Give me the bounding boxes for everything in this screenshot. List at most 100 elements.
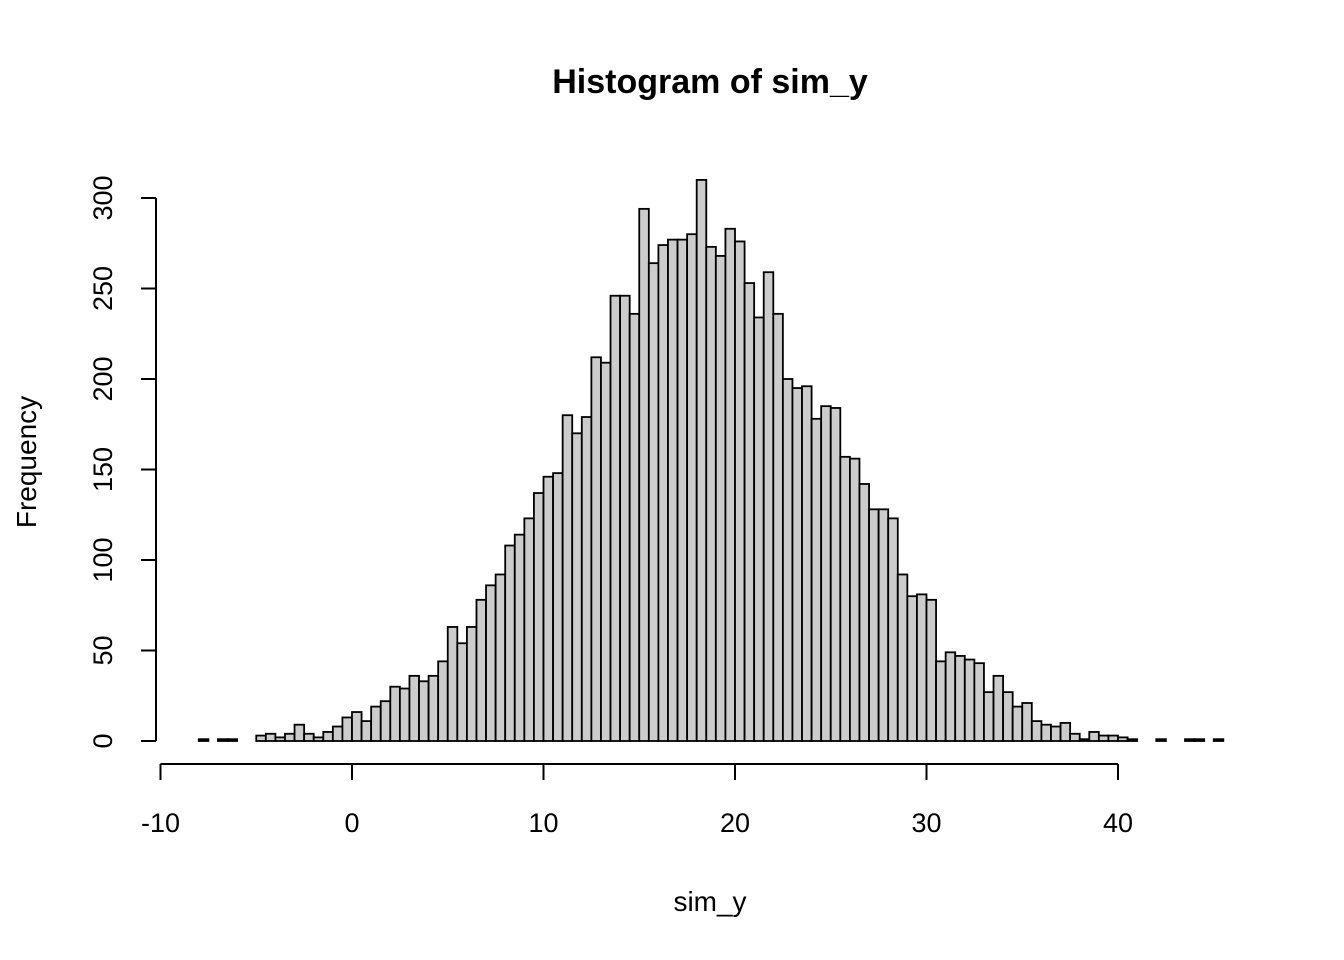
histogram-bar [331, 725, 344, 742]
histogram-bar [351, 711, 363, 742]
histogram-bar [437, 660, 449, 742]
histogram-bar [1184, 738, 1196, 742]
x-tick-label: -10 [141, 808, 180, 838]
histogram-bar [303, 732, 315, 742]
histogram-bar [619, 294, 631, 742]
y-tick-label: 100 [88, 537, 118, 582]
histogram-bar [983, 691, 995, 742]
histogram-bar [820, 405, 832, 742]
histogram-bar [925, 598, 937, 742]
histogram-bar [197, 738, 210, 742]
histogram-bar [695, 178, 708, 742]
histogram-bar [743, 282, 756, 742]
histogram-bar [312, 736, 325, 742]
histogram-bar [935, 660, 947, 742]
histogram-bar [446, 626, 459, 742]
y-tick-label: 250 [88, 266, 118, 311]
y-tick-label: 300 [88, 175, 118, 220]
histogram-bar [370, 705, 382, 742]
histogram-bar [724, 227, 736, 742]
histogram-bar [590, 356, 602, 742]
histogram-bar [849, 457, 861, 742]
chart-title: Histogram of sim_y [552, 63, 868, 101]
histogram-bar [1088, 731, 1100, 742]
histogram-bar [887, 517, 899, 742]
histogram-bar [1030, 720, 1043, 742]
histogram-bar [1078, 738, 1091, 742]
histogram-bar [1155, 738, 1167, 742]
histogram-bar [791, 387, 803, 742]
y-tick-label: 150 [88, 447, 118, 492]
histogram-bar [1011, 705, 1024, 742]
histogram-bar [973, 662, 985, 742]
histogram-bar [714, 255, 727, 742]
y-tick-label: 200 [88, 356, 118, 401]
histogram-bar [513, 533, 526, 742]
histogram-bar [1002, 691, 1014, 742]
histogram-bar [1193, 738, 1206, 742]
histogram-bar [465, 626, 478, 742]
histogram-bar [877, 508, 890, 742]
histogram-bar [896, 573, 909, 742]
y-axis: 0 50 100 150 200 250 300 [88, 175, 157, 749]
histogram-bar [992, 674, 1004, 742]
x-tick-label: 40 [1103, 808, 1133, 838]
y-tick-label: 0 [88, 733, 118, 748]
histogram-bar [628, 312, 641, 742]
histogram-bar [360, 720, 373, 742]
histogram-bar [676, 238, 689, 742]
histogram-bar [293, 723, 306, 742]
histogram-bar [1050, 725, 1062, 742]
histogram-bar [389, 685, 401, 742]
histogram-bar [810, 417, 823, 742]
histogram-bar [504, 544, 516, 742]
histogram-bar [753, 316, 765, 742]
histogram-bar [839, 455, 851, 742]
histogram-bar [542, 475, 554, 742]
histogram-bar [647, 262, 660, 742]
histogram-bar [734, 240, 746, 742]
histogram-bar [1021, 702, 1033, 742]
histogram-bar [1126, 738, 1139, 742]
histogram-bar [494, 573, 507, 742]
bars-group [197, 178, 1225, 742]
histogram-bar [341, 716, 353, 742]
histogram-bar [1117, 736, 1129, 742]
histogram-bar [657, 244, 669, 742]
histogram-bar [801, 385, 813, 742]
histogram-bar [686, 233, 698, 742]
x-axis: -10 0 10 20 30 40 [141, 763, 1133, 838]
histogram-bar [255, 734, 267, 742]
histogram-bar [781, 378, 794, 742]
histogram-bar [600, 361, 612, 742]
histogram-bar [427, 674, 440, 742]
x-tick-label: 0 [344, 808, 359, 838]
histogram-bar [762, 271, 775, 742]
histogram-bar [485, 584, 497, 742]
histogram-bar [868, 508, 880, 742]
histogram-bar [561, 414, 574, 742]
histogram-bar [217, 738, 229, 742]
x-tick-label: 10 [528, 808, 558, 838]
histogram-bar [1097, 734, 1110, 742]
histogram-bar [552, 472, 564, 742]
histogram-bar [408, 674, 420, 742]
x-tick-label: 30 [911, 808, 941, 838]
histogram-bar [284, 732, 296, 742]
histogram-bar [705, 245, 717, 742]
histogram-bar [523, 517, 535, 742]
histogram-bar [580, 416, 593, 742]
x-tick-label: 20 [720, 808, 750, 838]
histogram-bar [1107, 734, 1119, 742]
histogram-bar [667, 238, 679, 742]
y-axis-label: Frequency [11, 396, 42, 528]
histogram-bar [963, 658, 976, 742]
histogram-bar [944, 651, 957, 742]
histogram-bar [456, 642, 468, 742]
histogram-bar [226, 738, 239, 742]
histogram-bar [906, 595, 918, 742]
histogram-bar [954, 655, 966, 742]
histogram-bar [264, 732, 277, 742]
histogram-bar [398, 687, 411, 742]
